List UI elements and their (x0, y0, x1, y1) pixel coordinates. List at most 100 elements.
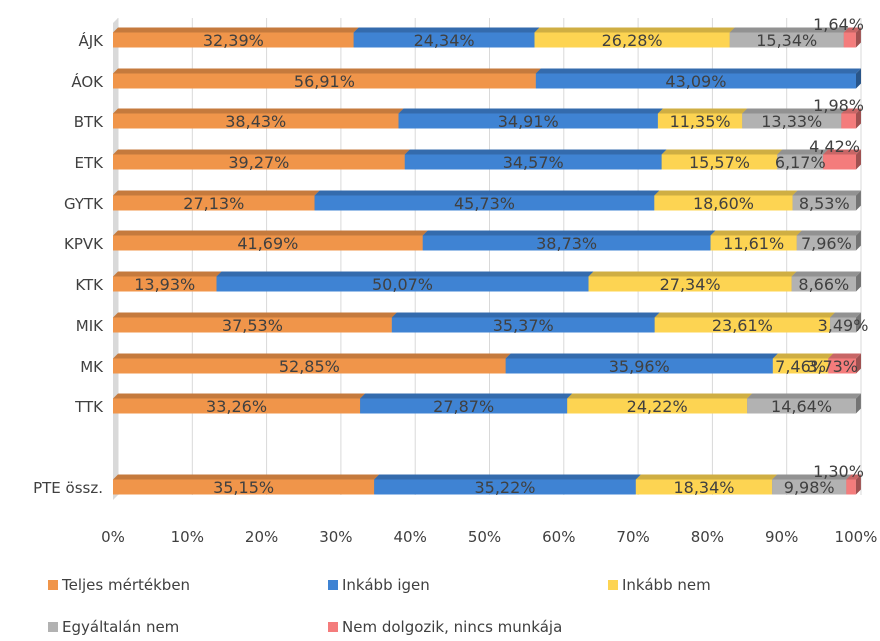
data-label: 23,61% (712, 316, 773, 335)
bar-segment (314, 190, 660, 211)
legend-item: Nem dolgozik, nincs munkája (328, 618, 562, 636)
legend-label: Inkább igen (342, 576, 430, 594)
category-label: ETK (75, 154, 105, 172)
category-label: GYTK (64, 195, 104, 213)
bar-segment (113, 68, 541, 89)
data-label: 13,93% (134, 275, 195, 294)
data-label: 11,35% (670, 112, 731, 131)
chart-floor (113, 18, 118, 500)
x-tick-label: 80% (691, 528, 724, 546)
data-label: 14,64% (771, 397, 832, 416)
data-label: 11,61% (723, 234, 784, 253)
x-tick-label: 0% (101, 528, 125, 546)
data-label: 7,46% (775, 357, 826, 376)
legend-swatch (328, 580, 338, 590)
bar-segment (113, 190, 320, 211)
bar-segment (216, 271, 594, 292)
data-label: 45,73% (454, 194, 515, 213)
data-labels: 32,39% 24,34% 26,28% 15,34%1,64% 56,91% 43,09… (134, 15, 868, 497)
bar-segment (661, 149, 783, 170)
category-axis-labels: ÁJK ÁOK BTK ETK GYTK KPVK KTK MIK MK TTK PTE össz. (33, 31, 104, 497)
data-label: 43,09% (665, 72, 726, 91)
legend-label: Egyáltalán nem (62, 618, 179, 636)
x-tick-label: 50% (468, 528, 501, 546)
legend-item: Inkább igen (328, 576, 430, 594)
legend-item: Teljes mértékben (48, 576, 190, 594)
bar-segment (823, 149, 861, 170)
bar-segment (843, 27, 861, 48)
data-label: 8,66% (798, 275, 849, 294)
value-axis-tick-labels: 0% 10% 20% 30% 40% 50% 60% 70% 80% 90% 100% (101, 528, 877, 546)
legend-label: Inkább nem (622, 576, 711, 594)
data-label: 1,64% (813, 15, 864, 34)
bar-segment (747, 393, 861, 414)
data-label: 13,33% (761, 112, 822, 131)
bar-segment (113, 27, 359, 48)
legend-swatch (48, 580, 58, 590)
category-label: MK (80, 358, 104, 376)
data-label: 56,91% (294, 72, 355, 91)
data-label: 18,60% (693, 194, 754, 213)
bar-segment (841, 108, 861, 129)
data-label: 6,17% (775, 153, 826, 172)
bar-segment (113, 353, 511, 374)
category-label: ÁJK (78, 31, 104, 50)
data-label: 38,73% (536, 234, 597, 253)
data-label: 24,34% (414, 31, 475, 50)
legend-label: Teljes mértékben (61, 576, 190, 594)
bar-segment (567, 393, 753, 414)
category-label: KPVK (64, 235, 104, 253)
data-label: 18,34% (673, 478, 734, 497)
data-label: 35,96% (609, 357, 670, 376)
data-label: 35,37% (493, 316, 554, 335)
x-tick-label: 60% (542, 528, 575, 546)
data-label: 32,39% (203, 31, 264, 50)
category-label: TTK (74, 398, 104, 416)
bar-segment (846, 474, 861, 495)
bar-segment (635, 474, 778, 495)
legend: Teljes mértékben Inkább igen Inkább nem Egy… (48, 576, 711, 636)
legend-item: Egyáltalán nem (48, 618, 179, 636)
data-label: 50,07% (372, 275, 433, 294)
data-label: 1,98% (813, 96, 864, 115)
data-label: 34,57% (503, 153, 564, 172)
bar-segment (113, 312, 397, 333)
x-tick-label: 30% (319, 528, 352, 546)
bar-segment (830, 312, 861, 333)
data-label: 37,53% (222, 316, 283, 335)
data-label: 1,30% (813, 462, 864, 481)
category-label: PTE össz. (33, 479, 103, 497)
data-label: 9,98% (784, 478, 835, 497)
data-label: 34,91% (498, 112, 559, 131)
category-label: MIK (76, 317, 104, 335)
legend-swatch (608, 580, 618, 590)
data-label: 27,34% (660, 275, 721, 294)
data-label: 39,27% (228, 153, 289, 172)
grid-lines (117, 18, 862, 495)
bar-segment (535, 68, 861, 89)
x-tick-label: 10% (171, 528, 204, 546)
data-label: 15,57% (689, 153, 750, 172)
x-tick-label: 20% (245, 528, 278, 546)
data-label: 24,22% (627, 397, 688, 416)
bar-segment (422, 230, 716, 251)
x-tick-label: 100% (835, 528, 878, 546)
bar-segment (792, 190, 861, 211)
data-label: 35,15% (213, 478, 274, 497)
data-label: 27,87% (433, 397, 494, 416)
bar-segment (796, 230, 861, 251)
bar-segment (113, 393, 366, 414)
data-label: 33,26% (206, 397, 267, 416)
category-label: ÁOK (71, 72, 104, 91)
legend-swatch (328, 622, 338, 632)
data-label: 26,28% (602, 31, 663, 50)
legend-label: Nem dolgozik, nincs munkája (342, 618, 562, 636)
bars (113, 27, 861, 495)
data-label: 3,73% (807, 357, 858, 376)
x-tick-label: 90% (765, 528, 798, 546)
bar-segment (828, 353, 861, 374)
data-label: 41,69% (237, 234, 298, 253)
data-label: 35,22% (474, 478, 535, 497)
legend-swatch (48, 622, 58, 632)
data-label: 3,49% (818, 316, 869, 335)
